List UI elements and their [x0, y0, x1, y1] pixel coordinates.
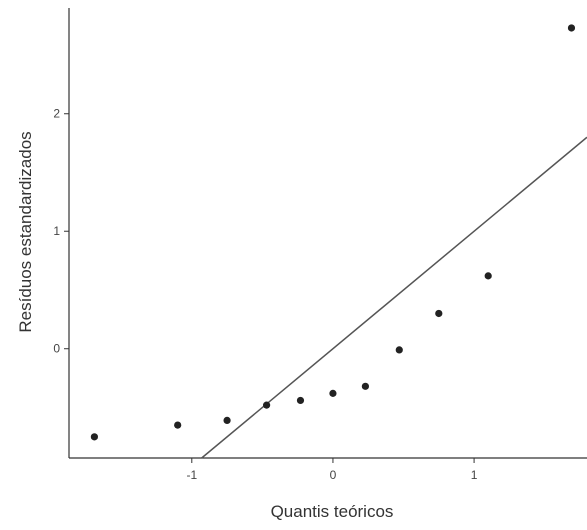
- data-point: [361, 382, 370, 390]
- data-point: [174, 421, 182, 429]
- data-point: [329, 389, 337, 397]
- y-tick-label: 2: [53, 107, 60, 121]
- x-tick-label: 0: [330, 468, 337, 482]
- data-point: [296, 396, 305, 405]
- reference-line: [201, 136, 587, 459]
- data-point: [263, 401, 271, 409]
- points-layer: [90, 24, 576, 441]
- x-tick-label: -1: [186, 468, 197, 482]
- y-tick-label: 1: [53, 224, 60, 238]
- axes-layer: -1 0 1 0 1 2: [53, 8, 587, 482]
- data-point: [90, 433, 99, 441]
- data-point: [567, 24, 576, 32]
- x-tick-label: 1: [471, 468, 478, 482]
- data-point: [484, 272, 492, 280]
- data-point: [223, 416, 231, 425]
- y-tick-label: 0: [53, 342, 60, 356]
- x-axis-title: Quantis teóricos: [271, 502, 394, 521]
- data-point: [435, 309, 443, 318]
- y-axis-title: Resíduos estandardizados: [16, 131, 35, 332]
- reference-line-layer: [201, 136, 587, 459]
- data-point: [395, 346, 403, 354]
